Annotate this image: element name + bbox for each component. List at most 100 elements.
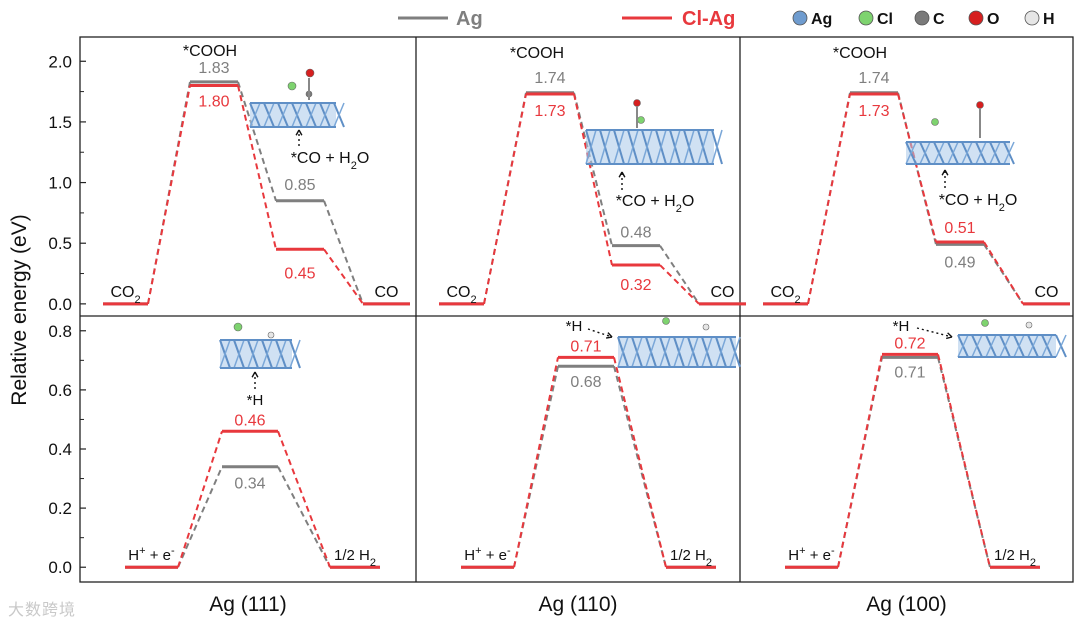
slab-bond: [659, 336, 671, 368]
slab-bond: [233, 339, 245, 369]
connector-cl-ag: [237, 85, 277, 250]
connector-ag: [983, 243, 1024, 305]
y-tick-label: 0.8: [48, 322, 72, 341]
connector-cl-ag: [323, 248, 364, 305]
data-label-cl-ag: 1.73: [858, 103, 889, 120]
slab-bond: [1003, 141, 1015, 165]
slab-bond: [1013, 334, 1025, 358]
slab-bond: [627, 129, 639, 165]
data-label-cl-ag: 1.80: [198, 94, 229, 111]
slab-bond: [319, 102, 331, 128]
connector-cl-ag: [277, 430, 331, 568]
connector-cl-ag: [983, 241, 1024, 305]
dotted-arrow: [916, 327, 953, 338]
o-atom: [633, 99, 641, 107]
data-label-ag: 0.48: [620, 225, 651, 242]
x-facet-label: Ag (100): [866, 593, 947, 616]
data-label-ag: 1.74: [858, 70, 889, 87]
arrow-head: [941, 169, 949, 176]
connector-cl-ag: [177, 430, 223, 568]
y-tick-label: 2.0: [48, 52, 72, 71]
structure-inset: [585, 129, 723, 165]
step-label-co: CO: [1035, 284, 1059, 301]
slab-bond: [985, 334, 997, 358]
y-tick-label: 0.6: [48, 381, 72, 400]
step-label-h-plus-e: H+ + e-: [128, 545, 175, 564]
y-tick-label: 1.0: [48, 174, 72, 193]
slab-bond: [641, 129, 653, 165]
step-label-cooh: *COOH: [510, 45, 564, 62]
slab-bond: [669, 129, 681, 165]
step-label-half-h2: 1/2 H2: [670, 547, 712, 569]
connector-ag: [573, 92, 613, 246]
connector-cl-ag: [837, 354, 883, 568]
y-tick-label: 0.0: [48, 558, 72, 577]
data-label-cl-ag: 0.51: [944, 220, 975, 237]
data-label-ag: 0.68: [570, 374, 601, 391]
cl-atom: [662, 317, 670, 325]
step-label-co-h2o: *CO + H2O: [616, 193, 695, 215]
step-label-co2: CO2: [110, 284, 140, 306]
structure-inset: [905, 141, 1015, 165]
o-atom: [976, 101, 984, 109]
y-tick-label: 0.4: [48, 440, 72, 459]
structure-inset: [219, 339, 301, 369]
data-label-ag: 1.83: [198, 60, 229, 77]
legend-atom-c: [914, 10, 930, 26]
connector-ag: [237, 81, 277, 202]
step-label-half-h2: 1/2 H2: [994, 547, 1036, 569]
legend-atom-cl: [858, 10, 874, 26]
slab-bond: [919, 141, 931, 165]
legend-atom-label: H: [1043, 11, 1055, 28]
y-tick-label: 0.2: [48, 499, 72, 518]
cl-atom: [931, 118, 939, 126]
slab-bond: [1041, 334, 1053, 358]
slab-bond: [655, 129, 667, 165]
arrow-head: [605, 332, 613, 339]
step-label-co: CO: [711, 284, 735, 301]
step-label-cooh: *COOH: [833, 45, 887, 62]
data-label-cl-ag: 1.73: [534, 103, 565, 120]
legend-atom-h: [1024, 10, 1040, 26]
slab-bond: [697, 129, 709, 165]
slab-bond: [905, 141, 917, 165]
arrow-head: [295, 129, 303, 136]
step-label-half-h2: 1/2 H2: [334, 547, 376, 569]
data-label-ag: 0.85: [284, 177, 315, 194]
step-label-h-plus-e: H+ + e-: [788, 545, 835, 564]
connector-cl-ag: [807, 93, 851, 305]
step-label-cooh: *COOH: [183, 43, 237, 60]
legend-atom-label: Cl: [877, 11, 893, 28]
step-label-co2: CO2: [446, 284, 476, 306]
connector-ag: [897, 92, 937, 245]
slab-bond: [701, 336, 713, 368]
slab-bond: [1027, 334, 1039, 358]
slab-bond: [585, 129, 597, 165]
data-label-ag: 1.74: [534, 70, 565, 87]
data-label-cl-ag: 0.46: [234, 412, 265, 429]
connector-cl-ag: [483, 93, 527, 305]
slab-bond: [261, 339, 273, 369]
watermark: 大数跨境: [8, 600, 77, 619]
slab-bond: [291, 102, 303, 128]
slab-bond: [289, 339, 301, 369]
connector-cl-ag: [147, 85, 191, 305]
data-label-cl-ag: 0.72: [894, 335, 925, 352]
slab-bond: [247, 339, 259, 369]
cl-atom: [287, 81, 297, 91]
legend-atom-label: Ag: [811, 11, 832, 28]
slab-bond: [971, 334, 983, 358]
cl-atom: [233, 322, 243, 332]
slab-bond: [957, 334, 969, 358]
data-label-ag: 0.34: [234, 476, 265, 493]
step-label-co: CO: [375, 284, 399, 301]
slab-bond: [631, 336, 643, 368]
o-atom: [305, 68, 315, 78]
slab-bond: [961, 141, 973, 165]
h-atom: [267, 331, 275, 339]
step-label-h: *H: [247, 392, 264, 409]
slab-bond: [275, 339, 287, 369]
cl-atom: [637, 116, 645, 124]
h-atom: [702, 323, 710, 331]
